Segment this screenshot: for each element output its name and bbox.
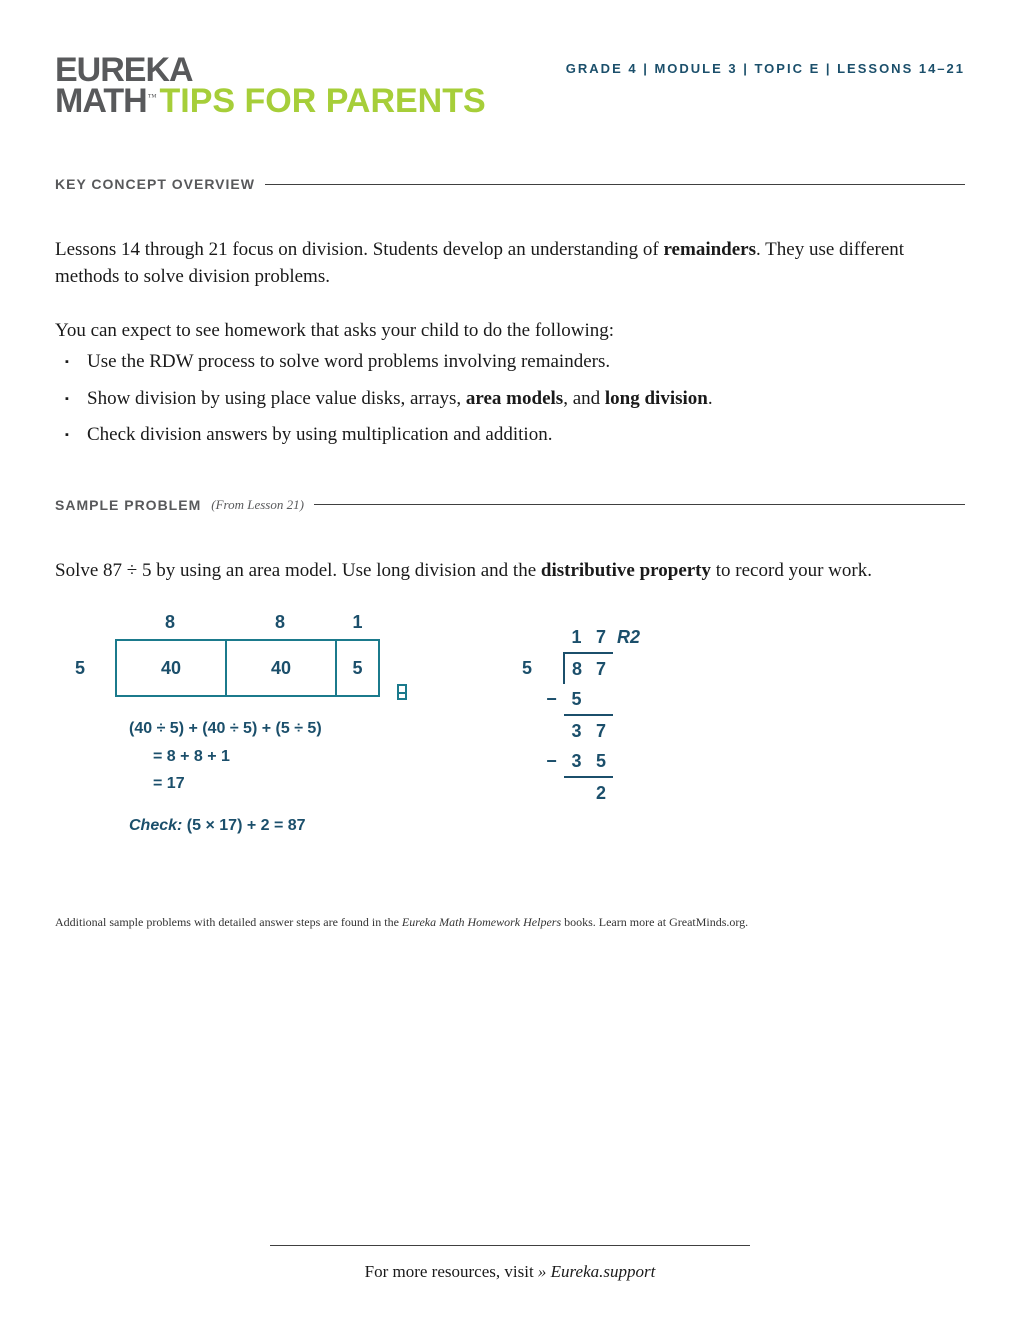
logo: EUREKA MATH ™ TIPS FOR PARENTS [55,55,486,116]
am-check: Check: (5 × 17) + 2 = 87 [129,817,395,835]
header: EUREKA MATH ™ TIPS FOR PARENTS GRADE 4 |… [55,55,965,116]
bullet-list: Use the RDW process to solve word proble… [55,349,965,449]
list-item: Show division by using place value disks… [77,386,965,413]
ld-remainder-label: R2 [613,622,654,653]
am-cell-1: 40 [115,639,225,697]
ld-minus2: − [539,746,564,777]
am-work: (40 ÷ 5) + (40 ÷ 5) + (5 ÷ 5) = 8 + 8 + … [129,715,395,797]
breadcrumb: GRADE 4 | MODULE 3 | TOPIC E | LESSONS 1… [566,61,965,76]
problem-work: 8 8 1 5 40 40 5 (40 ÷ 5) + (40 ÷ 5) + (5… [55,612,965,835]
am-top-3: 1 [335,612,380,633]
section-title: KEY CONCEPT OVERVIEW [55,176,255,192]
section-rule [265,184,965,185]
ld-dividend-2: 7 [589,653,613,684]
logo-math: MATH [55,86,147,117]
ld-final-remainder: 2 [589,777,613,808]
ld-divisor: 5 [515,653,539,684]
section-title: SAMPLE PROBLEM [55,497,201,513]
ld-s1-1: 5 [564,684,589,715]
ld-q2: 7 [589,622,613,653]
ld-s3-1: 3 [564,746,589,777]
ld-s1-2 [589,684,613,715]
am-cell-2: 40 [225,639,335,697]
am-remainder-box [397,684,407,700]
footer-text: For more resources, visit [365,1262,538,1281]
sample-prompt: Solve 87 ÷ 5 by using an area model. Use… [55,558,965,585]
ld-q1: 1 [564,622,589,653]
list-item: Use the RDW process to solve word proble… [77,349,965,376]
am-top-2: 8 [225,612,335,633]
am-top-1: 8 [115,612,225,633]
footer-site: Eureka.support [546,1262,655,1281]
list-item: Check division answers by using multipli… [77,422,965,449]
footnote: Additional sample problems with detailed… [55,915,965,930]
logo-tm: ™ [148,93,157,101]
ld-s3-2: 5 [589,746,613,777]
key-concept-para2: You can expect to see homework that asks… [55,318,965,345]
ld-dividend-1: 8 [564,653,589,684]
section-key-concept: KEY CONCEPT OVERVIEW [55,176,965,192]
area-model: 8 8 1 5 40 40 5 (40 ÷ 5) + (40 ÷ 5) + (5… [75,612,395,835]
footer-rule [270,1245,750,1246]
long-division: 1 7 R2 5 8 7 − 5 [515,622,654,808]
key-concept-para1: Lessons 14 through 21 focus on division.… [55,237,965,290]
am-left: 5 [75,639,115,697]
section-subtitle: (From Lesson 21) [211,497,304,513]
ld-s2-1: 3 [564,715,589,746]
section-sample-problem: SAMPLE PROBLEM (From Lesson 21) [55,497,965,513]
ld-minus1: − [539,684,564,715]
logo-tips: TIPS FOR PARENTS [160,86,486,117]
am-cell-3: 5 [335,639,380,697]
ld-s2-2: 7 [589,715,613,746]
footer: For more resources, visit » Eureka.suppo… [0,1245,1020,1282]
logo-line1: EUREKA [55,55,486,86]
section-rule [314,504,965,505]
